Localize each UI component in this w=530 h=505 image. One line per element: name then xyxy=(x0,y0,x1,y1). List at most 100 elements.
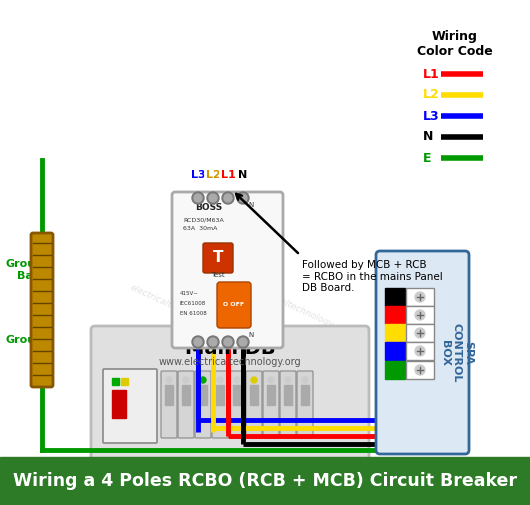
Circle shape xyxy=(207,336,219,348)
Circle shape xyxy=(224,338,232,346)
Bar xyxy=(121,378,128,385)
Circle shape xyxy=(415,328,425,338)
Text: L1: L1 xyxy=(423,68,440,80)
Circle shape xyxy=(224,194,232,202)
Bar xyxy=(112,390,126,418)
Bar xyxy=(112,378,119,385)
Circle shape xyxy=(251,377,257,383)
Text: www.electricaltechnology.org: www.electricaltechnology.org xyxy=(158,357,302,367)
Bar xyxy=(406,361,434,379)
Circle shape xyxy=(415,365,425,375)
FancyBboxPatch shape xyxy=(91,326,369,464)
Bar xyxy=(385,288,405,306)
FancyBboxPatch shape xyxy=(263,371,279,438)
Text: electricaltechnology.org: electricaltechnology.org xyxy=(129,283,231,337)
Text: 415V~: 415V~ xyxy=(180,291,199,296)
Text: N: N xyxy=(238,170,248,180)
Bar xyxy=(199,385,207,405)
Text: IEC61008: IEC61008 xyxy=(180,301,206,306)
Bar xyxy=(182,385,190,405)
Circle shape xyxy=(234,377,240,383)
Text: L2: L2 xyxy=(206,170,220,180)
Circle shape xyxy=(209,338,217,346)
FancyBboxPatch shape xyxy=(103,369,157,443)
Bar xyxy=(267,385,275,405)
Text: SPA
CONTROL
BOX: SPA CONTROL BOX xyxy=(440,323,474,382)
Bar xyxy=(165,385,173,405)
Text: N: N xyxy=(248,332,253,338)
Circle shape xyxy=(166,377,172,383)
Text: Wiring
Color Code: Wiring Color Code xyxy=(417,30,493,58)
Circle shape xyxy=(237,336,249,348)
Bar xyxy=(216,385,224,405)
Bar xyxy=(301,385,309,405)
Text: EN 61008: EN 61008 xyxy=(180,311,207,316)
Text: RCD30/M63A: RCD30/M63A xyxy=(183,217,224,222)
FancyBboxPatch shape xyxy=(212,371,228,438)
FancyBboxPatch shape xyxy=(217,282,251,328)
Bar xyxy=(385,342,405,360)
FancyBboxPatch shape xyxy=(161,371,177,438)
Bar xyxy=(0,457,530,505)
Text: Ground: Ground xyxy=(5,335,51,345)
Text: T: T xyxy=(213,250,223,266)
Bar xyxy=(406,288,434,306)
Circle shape xyxy=(192,192,204,204)
Bar xyxy=(233,385,241,405)
Circle shape xyxy=(268,377,274,383)
Circle shape xyxy=(209,194,217,202)
Text: N: N xyxy=(248,202,253,208)
FancyBboxPatch shape xyxy=(297,371,313,438)
FancyBboxPatch shape xyxy=(178,371,194,438)
Circle shape xyxy=(183,377,189,383)
Text: BOSS: BOSS xyxy=(195,203,222,212)
Bar xyxy=(250,385,258,405)
Circle shape xyxy=(194,194,202,202)
Text: L2: L2 xyxy=(423,88,440,102)
Circle shape xyxy=(222,192,234,204)
FancyBboxPatch shape xyxy=(31,233,53,387)
Bar xyxy=(385,324,405,342)
Text: electricaltechnology.org: electricaltechnology.org xyxy=(199,363,301,417)
Text: O OFF: O OFF xyxy=(224,302,244,308)
FancyBboxPatch shape xyxy=(376,251,469,454)
Circle shape xyxy=(200,377,206,383)
Text: electricaltechnology.org: electricaltechnology.org xyxy=(179,193,281,247)
Circle shape xyxy=(194,338,202,346)
FancyBboxPatch shape xyxy=(246,371,262,438)
FancyBboxPatch shape xyxy=(195,371,211,438)
Circle shape xyxy=(302,377,308,383)
FancyBboxPatch shape xyxy=(172,192,283,348)
Text: N: N xyxy=(423,130,434,143)
Bar xyxy=(385,306,405,324)
Bar xyxy=(406,324,434,342)
FancyBboxPatch shape xyxy=(280,371,296,438)
Text: L1: L1 xyxy=(220,170,235,180)
Text: electricaltechnology.org: electricaltechnology.org xyxy=(249,283,351,337)
Text: L3: L3 xyxy=(423,110,439,123)
Text: Test: Test xyxy=(211,272,225,278)
Circle shape xyxy=(207,192,219,204)
FancyBboxPatch shape xyxy=(229,371,245,438)
Circle shape xyxy=(237,192,249,204)
Circle shape xyxy=(415,292,425,302)
Bar xyxy=(385,361,405,379)
Text: L3: L3 xyxy=(191,170,205,180)
Text: Main DB: Main DB xyxy=(184,338,275,358)
Bar xyxy=(406,306,434,324)
Text: Ground
Bar: Ground Bar xyxy=(5,259,51,281)
Circle shape xyxy=(222,336,234,348)
Text: E: E xyxy=(423,152,431,165)
Text: Followed by MCB + RCB
= RCBO in the mains Panel
DB Board.: Followed by MCB + RCB = RCBO in the main… xyxy=(302,260,443,293)
Circle shape xyxy=(415,346,425,356)
Circle shape xyxy=(415,310,425,320)
FancyBboxPatch shape xyxy=(203,243,233,273)
Text: Wiring a 4 Poles RCBO (RCB + MCB) Circuit Breaker: Wiring a 4 Poles RCBO (RCB + MCB) Circui… xyxy=(13,472,517,490)
Circle shape xyxy=(239,338,247,346)
Bar xyxy=(284,385,292,405)
Circle shape xyxy=(239,194,247,202)
Circle shape xyxy=(217,377,223,383)
Circle shape xyxy=(285,377,291,383)
Circle shape xyxy=(192,336,204,348)
Text: 63A  30mA: 63A 30mA xyxy=(183,226,217,231)
